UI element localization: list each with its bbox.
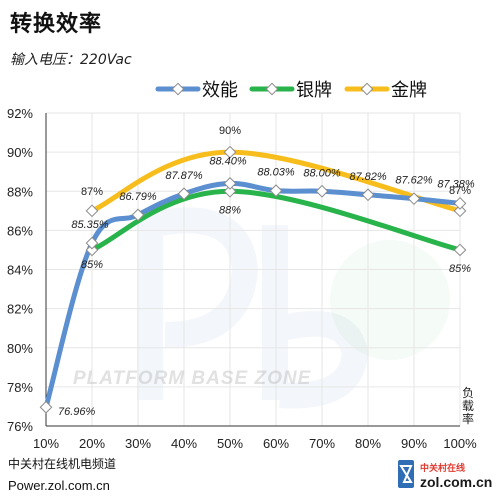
data-label-silver: 85% — [81, 259, 103, 271]
y-tick-label: 88% — [7, 184, 33, 199]
x-tick-label: 10% — [33, 436, 59, 451]
data-label-efficiency: 76.96% — [58, 406, 96, 418]
data-point-efficiency — [85, 236, 99, 250]
y-tick-label: 86% — [7, 223, 33, 238]
data-point-efficiency — [315, 184, 329, 198]
data-point-efficiency — [361, 188, 375, 202]
data-point-silver — [453, 243, 467, 257]
data-label-efficiency: 85.35% — [71, 219, 109, 231]
watermark-text: PLATFORM BASE ZONE — [73, 368, 312, 389]
zol-logo-z — [399, 465, 413, 483]
y-tick-label: 82% — [7, 302, 33, 317]
data-label-efficiency: 87.62% — [395, 175, 433, 187]
y-tick-label: 90% — [7, 145, 33, 160]
y-tick-label: 80% — [7, 341, 33, 356]
legend-marker-gold — [360, 82, 374, 96]
x-axis-title-char: 负 — [462, 386, 474, 400]
y-tick-label: 92% — [7, 106, 33, 121]
data-label-efficiency: 87.87% — [165, 170, 203, 182]
legend-label-efficiency: 效能 — [202, 80, 238, 101]
data-point-efficiency — [453, 197, 467, 210]
data-point-efficiency — [39, 400, 53, 414]
logo-text-en: zol.com.cn — [420, 474, 493, 490]
x-tick-label: 80% — [355, 436, 381, 451]
x-tick-label: 50% — [217, 436, 243, 451]
data-label-efficiency: 87.82% — [349, 171, 387, 183]
data-point-gold — [85, 204, 99, 218]
data-label-efficiency: 88.00% — [303, 167, 341, 179]
data-label-gold: 87% — [81, 186, 103, 198]
x-axis-title-char: 率 — [462, 411, 474, 426]
data-point-silver — [223, 184, 237, 198]
legend-label-silver: 银牌 — [296, 80, 332, 101]
data-label-efficiency: 88.40% — [209, 155, 247, 167]
zol-logo — [398, 460, 414, 488]
series-line-silver — [89, 188, 463, 253]
footer-source: 中关村在线机电频道 — [8, 457, 117, 471]
x-tick-label: 70% — [309, 436, 335, 451]
x-tick-label: 100% — [443, 436, 477, 451]
data-point-efficiency — [177, 187, 191, 201]
data-point-efficiency — [131, 208, 145, 222]
x-tick-label: 30% — [125, 436, 151, 451]
x-tick-label: 60% — [263, 436, 289, 451]
y-tick-label: 84% — [7, 263, 33, 278]
x-axis-title-char: 载 — [462, 399, 474, 413]
page-subtitle: 输入电压：220Vac — [10, 52, 132, 68]
legend-marker-efficiency — [171, 82, 185, 96]
data-point-gold — [453, 204, 467, 218]
x-tick-label: 20% — [79, 436, 105, 451]
x-tick-label: 40% — [171, 436, 197, 451]
data-point-efficiency — [407, 192, 421, 206]
data-label-gold: 87% — [449, 185, 471, 197]
series-line-gold — [89, 149, 463, 214]
legend-label-gold: 金牌 — [391, 80, 427, 101]
data-point-gold — [223, 145, 237, 159]
logo-text-cn: 中关村在线 — [420, 464, 466, 474]
page-title: 转换效率 — [10, 12, 103, 37]
data-label-efficiency: 87.38% — [437, 178, 475, 190]
y-tick-label: 78% — [7, 380, 33, 395]
data-point-efficiency — [269, 184, 283, 198]
data-label-efficiency: 86.79% — [119, 191, 157, 203]
legend-marker-silver — [265, 82, 279, 96]
data-label-efficiency: 88.03% — [257, 167, 295, 179]
data-point-silver — [85, 243, 99, 257]
footer-url[interactable]: Power.zol.com.cn — [8, 478, 110, 493]
data-label-silver: 85% — [449, 263, 471, 275]
data-label-silver: 88% — [219, 204, 241, 216]
x-tick-label: 90% — [401, 436, 427, 451]
data-label-gold: 90% — [219, 125, 241, 137]
data-point-efficiency — [223, 177, 237, 190]
y-tick-label: 76% — [7, 419, 33, 434]
